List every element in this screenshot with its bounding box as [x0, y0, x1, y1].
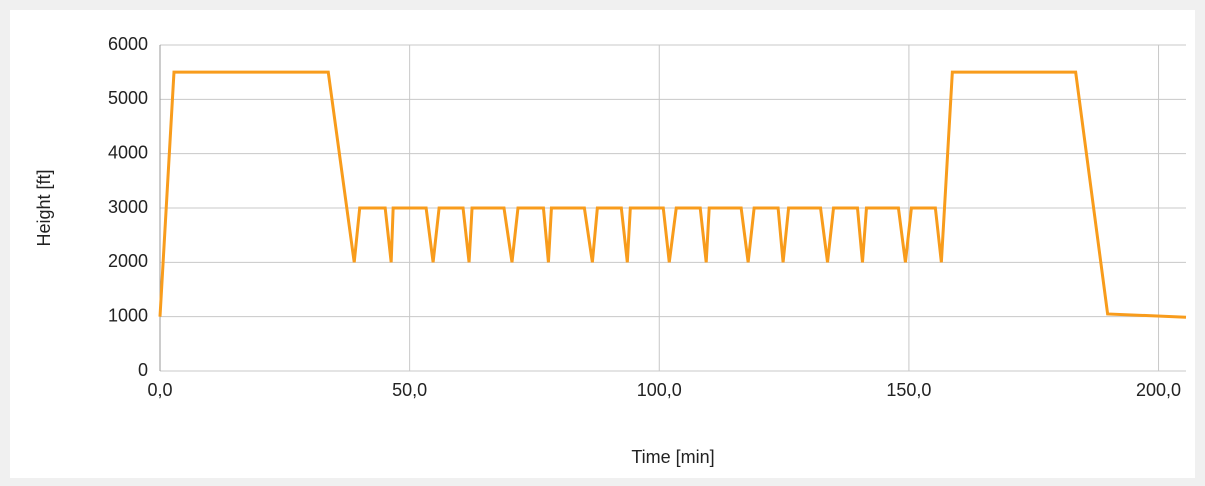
x-tick-label: 50,0: [392, 380, 427, 400]
x-axis-label: Time [min]: [631, 447, 714, 467]
y-axis-label: Height [ft]: [34, 169, 54, 246]
x-tick-label: 150,0: [886, 380, 931, 400]
y-tick-label: 1000: [108, 305, 148, 325]
x-tick-label: 200,0: [1136, 380, 1181, 400]
y-tick-label: 0: [138, 360, 148, 380]
y-tick-label: 6000: [108, 34, 148, 54]
chart-background: [10, 10, 1195, 478]
y-tick-label: 2000: [108, 251, 148, 271]
y-tick-label: 5000: [108, 88, 148, 108]
y-tick-label: 3000: [108, 197, 148, 217]
data-line: [158, 70, 1187, 319]
y-tick-label: 4000: [108, 142, 148, 162]
x-tick-label: 100,0: [637, 380, 682, 400]
x-tick-label: 0,0: [147, 380, 172, 400]
